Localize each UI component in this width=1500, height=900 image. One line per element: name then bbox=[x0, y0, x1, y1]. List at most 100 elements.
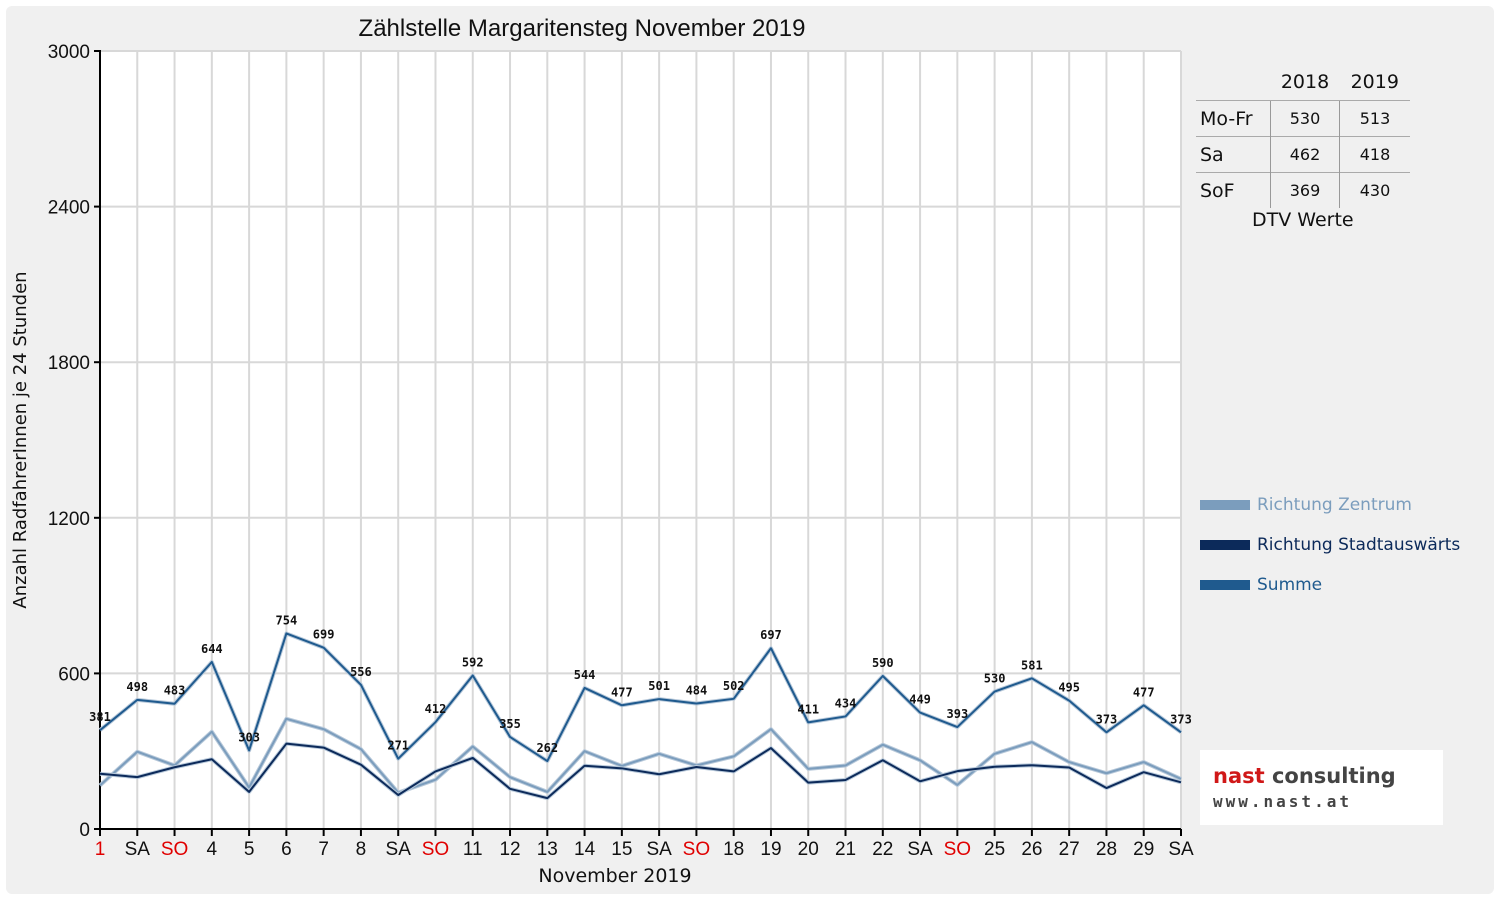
dtv-value-2019: 513 bbox=[1339, 100, 1410, 137]
y-axis-label: Anzahl RadfahrerInnen je 24 Stunden bbox=[10, 271, 31, 608]
dtv-caption: DTV Werte bbox=[1252, 209, 1354, 231]
legend-swatch bbox=[1200, 580, 1250, 590]
x-tick-label: 21 bbox=[835, 839, 856, 860]
data-label: 271 bbox=[387, 739, 409, 753]
data-label: 581 bbox=[1021, 658, 1043, 672]
dtv-table: 2018 2019 Mo-Fr 530 513 Sa 462 418 SoF 3… bbox=[1196, 64, 1410, 208]
data-label: 411 bbox=[797, 702, 819, 716]
x-tick-label: 13 bbox=[537, 839, 558, 860]
dtv-value-2019: 418 bbox=[1339, 136, 1410, 173]
company-logo: nast consulting www.nast.at bbox=[1200, 750, 1443, 825]
dtv-value-2019: 430 bbox=[1339, 172, 1410, 208]
x-tick-label: SA bbox=[125, 839, 151, 860]
series-line-summe bbox=[99, 632, 1182, 763]
dtv-value-2018: 369 bbox=[1270, 172, 1340, 208]
x-tick-label: 1 bbox=[95, 839, 106, 860]
x-tick-label: 15 bbox=[611, 839, 632, 860]
y-tick-label: 3000 bbox=[48, 42, 90, 63]
plot-area bbox=[100, 51, 1181, 829]
data-label: 477 bbox=[611, 685, 633, 699]
x-tick-label: SA bbox=[907, 839, 933, 860]
y-tick-label: 1200 bbox=[48, 509, 90, 530]
data-label: 477 bbox=[1133, 685, 1155, 699]
dtv-row-sof: SoF 369 430 bbox=[1196, 172, 1410, 208]
logo-name-accent: nast bbox=[1213, 764, 1265, 788]
x-tick-label: SO bbox=[944, 839, 971, 860]
data-label: 355 bbox=[499, 717, 521, 731]
x-tick-label: 6 bbox=[281, 839, 292, 860]
legend-label: Richtung Zentrum bbox=[1257, 495, 1412, 515]
data-label: 393 bbox=[947, 707, 969, 721]
logo-url: www.nast.at bbox=[1213, 792, 1352, 811]
data-label: 644 bbox=[201, 642, 223, 656]
series-line-richtung-zentrum bbox=[99, 717, 1182, 794]
data-label: 754 bbox=[276, 613, 298, 627]
data-label: 502 bbox=[723, 679, 745, 693]
x-tick-label: 29 bbox=[1133, 839, 1154, 860]
x-axis-label: November 2019 bbox=[538, 865, 691, 887]
legend-item-zentrum: Richtung Zentrum bbox=[1200, 494, 1412, 516]
x-tick-label: SA bbox=[1168, 839, 1194, 860]
x-tick-label: SO bbox=[161, 839, 188, 860]
data-label: 699 bbox=[313, 628, 335, 642]
data-label: 544 bbox=[574, 668, 596, 682]
dtv-row-mofr: Mo-Fr 530 513 bbox=[1196, 100, 1410, 137]
x-tick-label: 4 bbox=[207, 839, 218, 860]
data-label: 530 bbox=[984, 672, 1006, 686]
x-tick-label: 11 bbox=[463, 839, 483, 860]
data-label: 412 bbox=[425, 702, 447, 716]
data-label: 373 bbox=[1096, 712, 1118, 726]
y-tick-label: 1800 bbox=[48, 353, 90, 374]
data-label: 484 bbox=[686, 683, 708, 697]
dtv-value-2018: 530 bbox=[1270, 100, 1340, 137]
chart-title: Zählstelle Margaritensteg November 2019 bbox=[359, 15, 806, 42]
x-tick-label: 25 bbox=[984, 839, 1005, 860]
logo-name-rest: consulting bbox=[1264, 764, 1396, 788]
x-tick-label: 26 bbox=[1021, 839, 1042, 860]
legend-swatch bbox=[1200, 540, 1250, 550]
x-tick-label: 12 bbox=[499, 839, 520, 860]
dtv-header-empty bbox=[1196, 64, 1271, 101]
y-tick-label: 0 bbox=[79, 820, 90, 841]
dtv-row-sa: Sa 462 418 bbox=[1196, 136, 1410, 173]
data-label: 449 bbox=[909, 693, 931, 707]
x-tick-label: 22 bbox=[872, 839, 893, 860]
x-tick-label: SO bbox=[683, 839, 710, 860]
x-tick-label: 5 bbox=[244, 839, 255, 860]
y-tick-label: 600 bbox=[58, 664, 90, 685]
data-label: 592 bbox=[462, 655, 484, 669]
legend-swatch bbox=[1200, 500, 1250, 510]
data-label: 501 bbox=[648, 679, 670, 693]
legend-item-stadtauswaerts: Richtung Stadtauswärts bbox=[1200, 534, 1460, 556]
data-label: 483 bbox=[164, 684, 186, 698]
data-label: 697 bbox=[760, 628, 782, 642]
data-label: 381 bbox=[89, 710, 111, 724]
data-label: 303 bbox=[238, 730, 260, 744]
x-tick-label: 28 bbox=[1096, 839, 1117, 860]
x-tick-label: 19 bbox=[760, 839, 781, 860]
x-tick-label: SA bbox=[646, 839, 672, 860]
data-label: 498 bbox=[126, 680, 148, 694]
legend-label: Richtung Stadtauswärts bbox=[1257, 535, 1461, 555]
dtv-row-label: SoF bbox=[1196, 172, 1271, 208]
data-label: 495 bbox=[1058, 681, 1080, 695]
x-tick-label: 27 bbox=[1059, 839, 1080, 860]
dtv-row-label: Mo-Fr bbox=[1196, 100, 1271, 137]
series-line-richtung-stadtausw-rts bbox=[99, 742, 1182, 800]
x-tick-label: SA bbox=[386, 839, 412, 860]
logo-name: nast consulting bbox=[1213, 764, 1396, 788]
legend-label: Summe bbox=[1257, 575, 1323, 595]
x-tick-label: 14 bbox=[574, 839, 596, 860]
x-tick-label: SO bbox=[422, 839, 449, 860]
x-tick-label: 8 bbox=[356, 839, 367, 860]
x-tick-label: 7 bbox=[318, 839, 329, 860]
data-label: 590 bbox=[872, 656, 894, 670]
y-tick-label: 2400 bbox=[48, 198, 90, 219]
x-tick-label: 20 bbox=[798, 839, 819, 860]
x-tick-label: 18 bbox=[723, 839, 744, 860]
legend-item-summe: Summe bbox=[1200, 574, 1322, 596]
dtv-row-label: Sa bbox=[1196, 136, 1271, 173]
dtv-header-2018: 2018 bbox=[1280, 71, 1330, 93]
data-label: 556 bbox=[350, 665, 372, 679]
